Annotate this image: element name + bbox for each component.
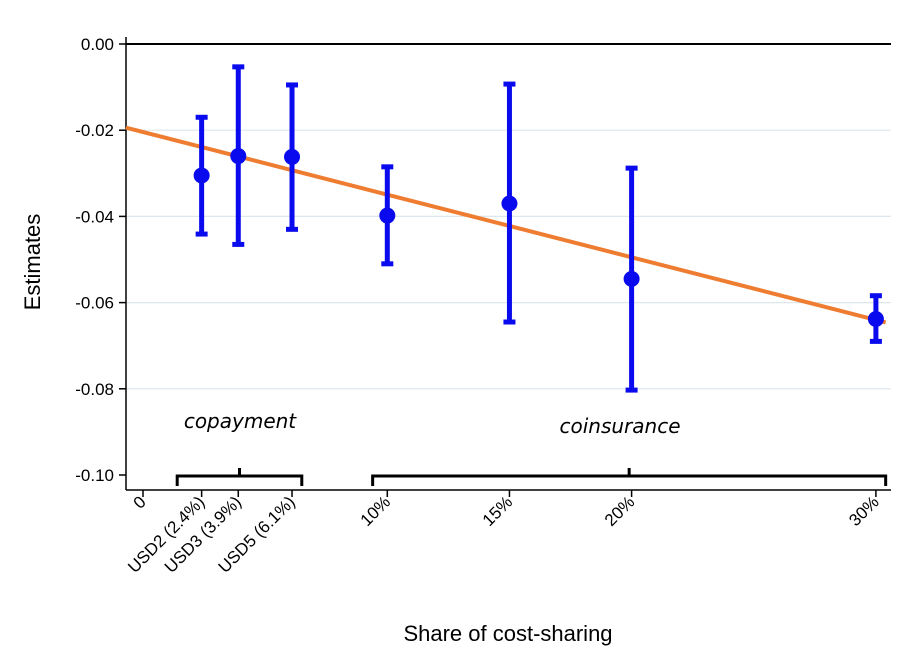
point-estimate: [230, 148, 247, 165]
x-tick-label: 20%: [601, 492, 638, 529]
axes: [125, 37, 891, 491]
point-estimate: [623, 270, 640, 287]
y-axis-title: Estimates: [20, 214, 45, 311]
group-braces: copayment coinsurance: [175, 409, 888, 486]
point-estimate: [379, 207, 396, 224]
fit-line-layer: [125, 125, 887, 325]
x-tick-label: 10%: [357, 492, 394, 529]
y-tick-label: -0.10: [75, 466, 114, 485]
point-estimate: [501, 195, 518, 212]
point-estimate: [867, 310, 884, 327]
x-axis-title: Share of cost-sharing: [403, 621, 612, 646]
y-tick-label: -0.04: [75, 207, 114, 226]
y-axis-ticks: 0.00 -0.02 -0.04 -0.06 -0.08 -0.10: [75, 35, 126, 485]
fit-line: [125, 125, 887, 325]
group-brace: [175, 468, 304, 486]
y-tick-label: 0.00: [81, 35, 114, 54]
group-brace: [371, 468, 888, 486]
group-label: coinsurance: [559, 414, 680, 438]
y-tick-label: -0.02: [75, 121, 114, 140]
x-tick-label: 15%: [479, 492, 516, 529]
y-tick-label: -0.08: [75, 380, 114, 399]
point-estimates: [193, 64, 884, 393]
x-tick-label: 30%: [845, 492, 882, 529]
point-estimate: [193, 167, 210, 184]
x-tick-label: 0: [130, 492, 150, 512]
group-label: copayment: [184, 409, 297, 433]
point-estimate: [284, 148, 301, 165]
y-tick-label: -0.06: [75, 294, 114, 313]
